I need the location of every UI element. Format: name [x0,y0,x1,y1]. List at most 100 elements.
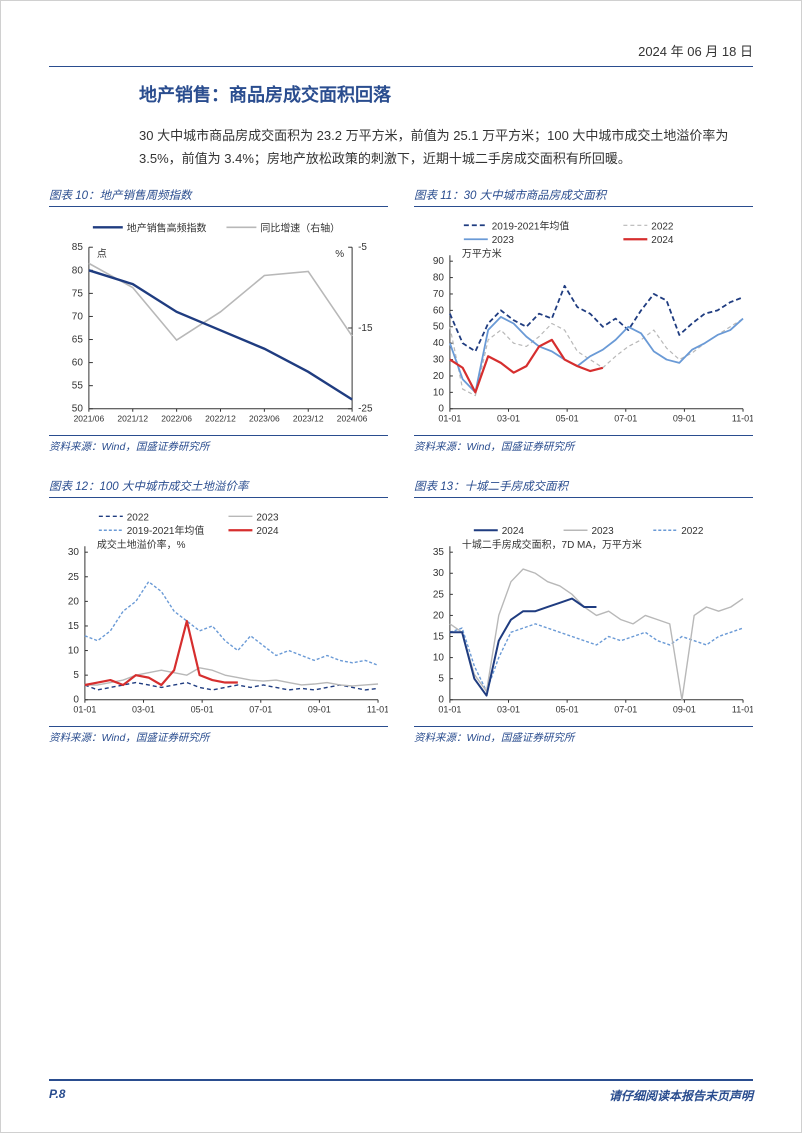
svg-text:70: 70 [433,288,445,299]
svg-text:2022: 2022 [681,526,704,537]
svg-text:75: 75 [72,288,84,299]
svg-text:20: 20 [68,596,80,607]
svg-text:07-01: 07-01 [614,413,637,423]
chart12-rule [49,497,388,498]
header-date: 2024 年 06 月 18 日 [49,41,753,60]
svg-text:10: 10 [433,652,445,663]
svg-text:35: 35 [433,547,445,558]
svg-text:15: 15 [68,620,80,631]
svg-text:2022: 2022 [651,221,674,232]
chart12-title: 图表 12：100 大中城市成交土地溢价率 [49,478,388,494]
chart13-title: 图表 13：十城二手房成交面积 [414,478,753,494]
svg-text:20: 20 [433,610,445,621]
svg-text:2022/12: 2022/12 [205,413,236,423]
svg-text:2023/06: 2023/06 [249,413,280,423]
svg-text:2023: 2023 [591,526,614,537]
svg-text:60: 60 [72,357,84,368]
svg-text:60: 60 [433,305,445,316]
svg-text:25: 25 [68,571,80,582]
svg-text:点: 点 [97,248,107,260]
svg-text:2019-2021年均值: 2019-2021年均值 [492,219,570,232]
svg-text:65: 65 [72,334,84,345]
svg-text:2023: 2023 [256,512,279,523]
svg-text:30: 30 [68,547,80,558]
svg-text:03-01: 03-01 [497,704,520,714]
chart13-source: 资料来源：Wind，国盛证券研究所 [414,726,753,745]
svg-text:09-01: 09-01 [673,704,696,714]
svg-text:05-01: 05-01 [191,704,214,714]
chart11-title: 图表 11：30 大中城市商品房成交面积 [414,187,753,203]
svg-text:03-01: 03-01 [132,704,155,714]
svg-text:11-01: 11-01 [732,704,753,714]
svg-text:11-01: 11-01 [732,413,753,423]
chart12-svg: 202220232019-2021年均值2024成交土地溢价率，%0510152… [49,504,388,724]
body-paragraph: 30 大中城市商品房成交面积为 23.2 万平方米，前值为 25.1 万平方米；… [139,125,743,171]
svg-text:5: 5 [73,670,79,681]
svg-text:40: 40 [433,338,445,349]
chart12-source: 资料来源：Wind，国盛证券研究所 [49,726,388,745]
svg-text:-15: -15 [358,322,373,333]
svg-text:85: 85 [72,242,84,253]
svg-text:-5: -5 [358,242,367,253]
svg-text:同比增速（右轴）: 同比增速（右轴） [260,221,340,234]
svg-text:05-01: 05-01 [556,413,579,423]
chart10-title: 图表 10：地产销售周频指数 [49,187,388,203]
chart10-source: 资料来源：Wind，国盛证券研究所 [49,435,388,454]
svg-text:2024: 2024 [651,235,674,246]
svg-text:25: 25 [433,589,445,600]
svg-text:80: 80 [433,272,445,283]
svg-text:%: % [335,249,344,260]
section-title: 地产销售：商品房成交面积回落 [139,81,753,107]
svg-text:11-01: 11-01 [367,704,388,714]
chart11-source: 资料来源：Wind，国盛证券研究所 [414,435,753,454]
chart13-svg: 202420232022十城二手房成交面积，7D MA，万平方米05101520… [414,504,753,724]
svg-text:十城二手房成交面积，7D MA，万平方米: 十城二手房成交面积，7D MA，万平方米 [462,538,642,551]
header-rule [49,66,753,67]
footer-page: P.8 [49,1087,65,1104]
svg-text:10: 10 [68,645,80,656]
svg-text:20: 20 [433,370,445,381]
svg-text:30: 30 [433,354,445,365]
svg-text:30: 30 [433,568,445,579]
svg-text:07-01: 07-01 [249,704,272,714]
svg-text:05-01: 05-01 [556,704,579,714]
svg-text:2024/06: 2024/06 [337,413,368,423]
svg-text:地产销售高频指数: 地产销售高频指数 [127,221,207,234]
charts-grid: 图表 10：地产销售周频指数 地产销售高频指数同比增速（右轴）点%5055606… [49,187,753,745]
chart11-svg: 2019-2021年均值202220232024万平方米010203040506… [414,213,753,433]
svg-text:10: 10 [433,387,445,398]
svg-text:2023: 2023 [492,235,515,246]
svg-text:2023/12: 2023/12 [293,413,324,423]
svg-text:2021/12: 2021/12 [117,413,148,423]
chart12-block: 图表 12：100 大中城市成交土地溢价率 2022 2023 2019-2021年… [49,478,388,745]
chart13-rule [414,497,753,498]
svg-text:2022/06: 2022/06 [161,413,192,423]
chart10-block: 图表 10：地产销售周频指数 地产销售高频指数同比增速（右轴）点%5055606… [49,187,388,454]
svg-text:55: 55 [72,380,84,391]
chart11-block: 图表 11：30 大中城市商品房成交面积 2019-2021年均值2022202… [414,187,753,454]
svg-text:70: 70 [72,311,84,322]
svg-text:03-01: 03-01 [497,413,520,423]
footer: P.8 请仔细阅读本报告末页声明 [49,1079,753,1104]
svg-text:09-01: 09-01 [308,704,331,714]
svg-text:01-01: 01-01 [73,704,96,714]
svg-text:90: 90 [433,256,445,267]
svg-text:万平方米: 万平方米 [462,247,502,260]
svg-text:50: 50 [433,321,445,332]
svg-text:成交土地溢价率，%: 成交土地溢价率，% [97,538,186,551]
svg-text:5: 5 [438,673,444,684]
footer-disclaimer: 请仔细阅读本报告末页声明 [609,1087,753,1104]
svg-text:2022: 2022 [127,512,150,523]
svg-text:01-01: 01-01 [438,704,461,714]
svg-text:2021/06: 2021/06 [74,413,105,423]
chart10-svg: 地产销售高频指数同比增速（右轴）点%5055606570758085-5-15-… [49,213,388,433]
svg-text:15: 15 [433,631,445,642]
svg-text:2024: 2024 [256,526,279,537]
chart10-rule [49,206,388,207]
svg-text:07-01: 07-01 [614,704,637,714]
svg-text:2024: 2024 [502,526,525,537]
chart13-block: 图表 13：十城二手房成交面积 2024 2023 2022 十城二手房成交面积，7D… [414,478,753,745]
svg-text:2019-2021年均值: 2019-2021年均值 [127,524,205,537]
svg-text:09-01: 09-01 [673,413,696,423]
chart11-rule [414,206,753,207]
